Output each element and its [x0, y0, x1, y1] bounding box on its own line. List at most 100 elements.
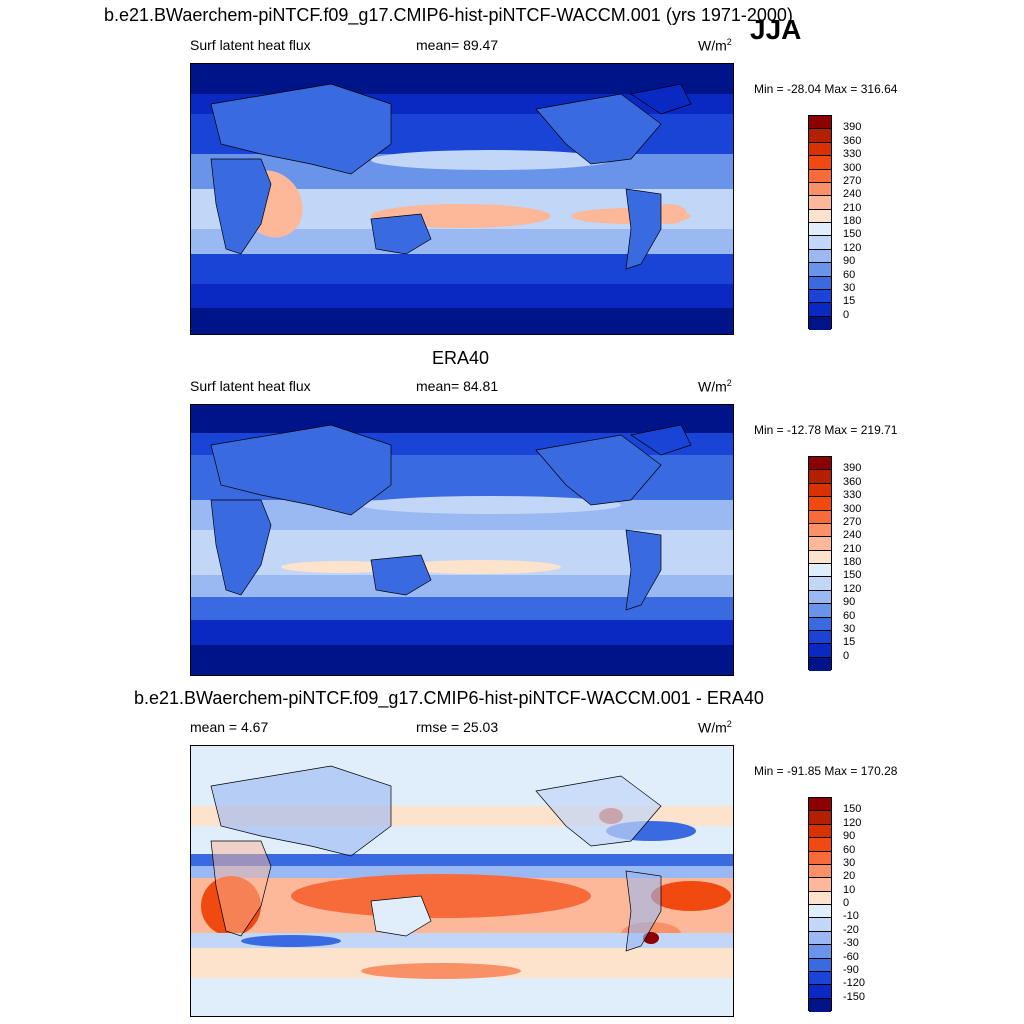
colorbar-tick-label: 30	[843, 856, 856, 869]
colorbar-swatch	[809, 289, 831, 304]
colorbar-swatch	[809, 798, 831, 812]
colorbar-swatch	[809, 811, 831, 825]
panel2-title: ERA40	[432, 348, 490, 368]
colorbar-swatch	[809, 851, 831, 865]
colorbar-tick-label: 0	[843, 897, 850, 909]
colorbar-swatch	[809, 116, 831, 130]
colorbar-tick-label: 150	[843, 803, 862, 816]
colorbar-swatch	[809, 931, 831, 946]
panel1-variable: Surf latent heat flux	[190, 37, 311, 53]
colorbar-tick-label: 90	[843, 596, 856, 609]
colorbar-swatch	[809, 510, 831, 524]
colorbar-swatch	[809, 483, 831, 498]
colorbar-tick-label: 330	[843, 148, 862, 161]
colorbar-swatch	[809, 864, 831, 879]
colorbar-swatch	[809, 303, 831, 317]
colorbar-swatch	[809, 838, 831, 852]
panel1-mean: mean= 89.47	[416, 37, 499, 53]
colorbar-swatch	[809, 236, 831, 250]
colorbar-tick-label: -30	[843, 937, 859, 950]
panel2-variable: Surf latent heat flux	[190, 378, 311, 394]
colorbar-swatch	[809, 129, 831, 143]
panel1-minmax: Min = -28.04 Max = 316.64	[754, 82, 898, 96]
colorbar-tick-label: 0	[843, 308, 850, 321]
colorbar-swatch	[809, 142, 831, 157]
panel2-map	[190, 404, 734, 676]
season-label: JJA	[750, 14, 802, 45]
colorbar-tick-label: 210	[843, 201, 862, 214]
colorbar-swatch	[809, 617, 831, 631]
colorbar-tick-label: 390	[843, 462, 862, 475]
colorbar-swatch	[809, 263, 831, 277]
colorbar-swatch	[809, 971, 831, 986]
colorbar-swatch	[809, 891, 831, 905]
colorbar-swatch	[809, 564, 831, 578]
colorbar-tick-label: 60	[843, 609, 856, 622]
panel3-colorbar	[808, 797, 832, 1012]
colorbar-swatch	[809, 276, 831, 290]
panel3-minmax: Min = -91.85 Max = 170.28	[754, 764, 898, 778]
colorbar-tick-label: 30	[843, 281, 856, 294]
colorbar-swatch	[809, 249, 831, 264]
colorbar-tick-label: 60	[843, 843, 856, 856]
panel3-map-field	[191, 746, 733, 1016]
colorbar-tick-label: 270	[843, 174, 862, 187]
colorbar-swatch	[809, 457, 831, 471]
colorbar-swatch	[809, 470, 831, 484]
colorbar-tick-label: 180	[843, 556, 862, 568]
colorbar-swatch	[809, 523, 831, 538]
colorbar-tick-label: -120	[843, 977, 866, 990]
panel2-map-field	[191, 405, 733, 675]
colorbar-tick-label: 15	[843, 295, 856, 308]
colorbar-swatch	[809, 577, 831, 591]
colorbar-tick-label: -150	[843, 990, 866, 1003]
colorbar-tick-label: 120	[843, 816, 862, 829]
colorbar-tick-label: 30	[843, 622, 856, 635]
colorbar-swatch	[809, 630, 831, 645]
colorbar-tick-label: 120	[843, 582, 862, 595]
colorbar-tick-label: 210	[843, 542, 862, 555]
colorbar-swatch	[809, 223, 831, 237]
colorbar-swatch	[809, 497, 831, 511]
panel1-map	[190, 63, 734, 335]
colorbar-tick-label: 300	[843, 502, 862, 515]
panel3-units: W/m2	[698, 719, 732, 736]
colorbar-swatch	[809, 209, 831, 223]
colorbar-swatch	[809, 878, 831, 892]
colorbar-tick-label: 15	[843, 636, 856, 649]
colorbar-tick-label: -90	[843, 963, 859, 976]
panel2-colorbar	[808, 456, 832, 671]
colorbar-tick-label: -60	[843, 950, 859, 963]
colorbar-tick-label: 60	[843, 268, 856, 281]
colorbar-swatch	[809, 985, 831, 999]
panel1-units: W/m2	[698, 37, 732, 54]
colorbar-tick-label: 390	[843, 121, 862, 134]
panel3-map	[190, 745, 734, 1017]
colorbar-swatch	[809, 918, 831, 932]
colorbar-tick-label: 0	[843, 649, 850, 662]
colorbar-swatch	[809, 604, 831, 618]
colorbar-tick-label: -20	[843, 923, 859, 936]
panel1-map-field	[191, 64, 733, 334]
colorbar-tick-label: 90	[843, 255, 856, 268]
colorbar-swatch	[809, 657, 831, 671]
colorbar-tick-label: 180	[843, 215, 862, 227]
colorbar-tick-label: 330	[843, 489, 862, 502]
colorbar-tick-label: 20	[843, 870, 856, 883]
colorbar-tick-label: 300	[843, 161, 862, 174]
colorbar-swatch	[809, 550, 831, 564]
colorbar-swatch	[809, 590, 831, 605]
colorbar-tick-label: 150	[843, 569, 862, 582]
colorbar-swatch	[809, 958, 831, 972]
colorbar-swatch	[809, 169, 831, 183]
colorbar-tick-label: 240	[843, 529, 862, 542]
colorbar-tick-label: -10	[843, 910, 859, 923]
panel2-mean: mean= 84.81	[416, 378, 499, 394]
panel3-mean: mean = 4.67	[190, 719, 269, 735]
colorbar-swatch	[809, 182, 831, 197]
colorbar-swatch	[809, 156, 831, 170]
panel2-units: W/m2	[698, 378, 732, 395]
panel3-title: b.e21.BWaerchem-piNTCF.f09_g17.CMIP6-his…	[134, 688, 764, 708]
colorbar-swatch	[809, 945, 831, 959]
colorbar-tick-label: 360	[843, 134, 862, 147]
